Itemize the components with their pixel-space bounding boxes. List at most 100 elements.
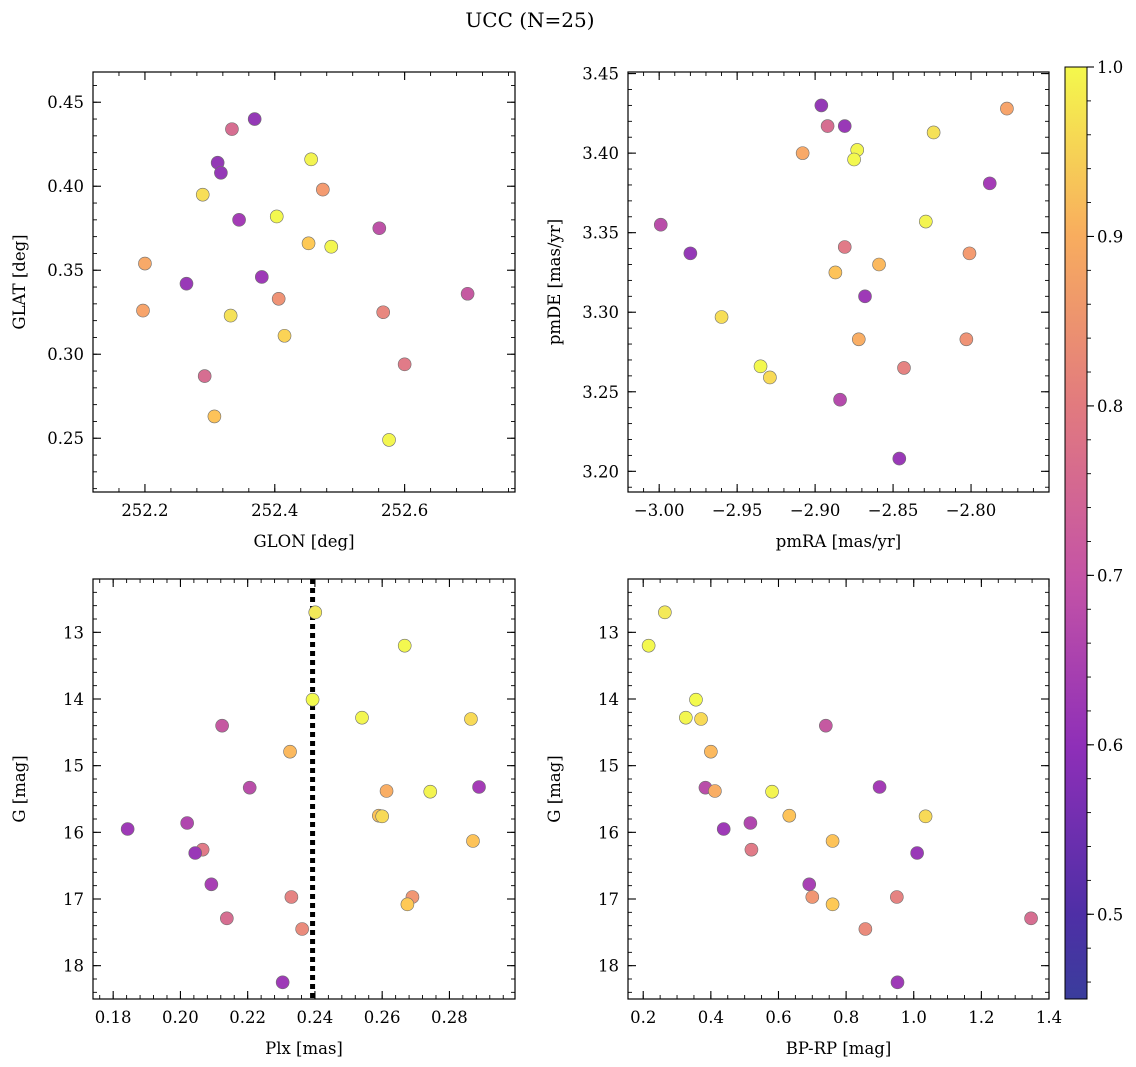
y-tick-label: 3.20	[582, 462, 619, 481]
scatter-point	[188, 846, 203, 860]
x-tick-label: 0.26	[364, 1008, 401, 1027]
scatter-point	[316, 182, 330, 197]
scatter-point	[763, 370, 777, 385]
y-axis-label: G [mag]	[10, 755, 29, 822]
scatter-point	[376, 305, 391, 320]
scatter-point	[214, 166, 228, 180]
y-tick-label: 0.30	[47, 345, 84, 364]
scatter-point	[858, 289, 872, 304]
x-tick-label: 1.0	[901, 1008, 927, 1027]
y-tick-label: 0.25	[47, 429, 84, 448]
panel-bottom-left: 0.18 0.20 0.22 0.24 0.26 0.28 13 14 15 16 17 18 Plx …	[10, 578, 516, 1058]
x-tick-label: −2.95	[712, 501, 763, 520]
scatter-point	[694, 712, 708, 726]
colorbar-gradient	[1064, 66, 1088, 1000]
scatter-point	[197, 369, 212, 383]
scatter-point	[400, 897, 415, 912]
scatter-point	[897, 361, 911, 375]
scatter-point	[301, 236, 316, 251]
scatter-point	[653, 217, 668, 232]
scatter-point	[195, 187, 210, 202]
scatter-point	[658, 605, 672, 620]
x-tick-label: −2.90	[790, 501, 841, 520]
scatter-point	[753, 359, 768, 374]
colorbar-tick-label: 1.0	[1097, 58, 1123, 77]
scatter-point	[837, 119, 852, 133]
scatter-point	[305, 692, 320, 707]
scatter-point	[355, 710, 369, 725]
scatter-point	[308, 605, 323, 620]
data-layer	[641, 605, 1038, 990]
scatter-point	[851, 332, 866, 347]
y-tick-label: 14	[598, 690, 619, 709]
x-tick-label: −3.00	[634, 501, 685, 520]
x-axis-label: Plx [mas]	[265, 1039, 343, 1058]
y-tick-label: 17	[598, 890, 619, 909]
scatter-point	[704, 744, 718, 759]
x-tick-label: 0.22	[229, 1008, 266, 1027]
scatter-point	[872, 780, 887, 794]
scatter-point	[1000, 101, 1014, 116]
scatter-point	[136, 303, 150, 318]
scatter-point	[858, 922, 873, 936]
scatter-point	[828, 265, 843, 280]
x-tick-label: 0.28	[431, 1008, 468, 1027]
y-tick-label: 15	[63, 757, 84, 776]
panels: 252.2 252.4 252.6 0.25 0.30 0.35 0.40 0.45 GLON …	[10, 65, 1062, 1058]
scatter-point	[962, 246, 977, 261]
scatter-point	[837, 240, 852, 254]
scatter-point	[372, 221, 387, 236]
scatter-point	[744, 842, 759, 857]
scatter-point	[242, 780, 257, 795]
x-tick-label: 1.4	[1036, 1008, 1062, 1027]
data-layer	[653, 98, 1014, 466]
scatter-point	[795, 146, 810, 160]
scatter-point	[782, 808, 797, 823]
scatter-point	[269, 209, 284, 224]
y-tick-label: 3.45	[582, 65, 619, 84]
scatter-point	[271, 291, 286, 306]
y-axis-label: pmDE [mas/yr]	[545, 219, 564, 345]
scatter-point	[304, 152, 318, 167]
scatter-point	[397, 357, 412, 372]
minor-ticks	[93, 578, 515, 999]
scatter-point	[765, 784, 779, 799]
colorbar-tick-label: 0.7	[1097, 566, 1123, 585]
scatter-point	[207, 409, 222, 424]
y-tick-label: 3.30	[582, 303, 619, 322]
y-tick-label: 0.35	[47, 261, 84, 280]
scatter-point	[284, 890, 299, 904]
x-tick-label: 252.6	[381, 501, 428, 520]
scatter-point	[890, 890, 904, 904]
scatter-point	[890, 975, 905, 990]
y-tick-label: 13	[63, 623, 84, 642]
y-tick-label: 15	[598, 757, 619, 776]
y-tick-label: 17	[63, 890, 84, 909]
scatter-point	[802, 877, 817, 892]
scatter-point	[1024, 911, 1038, 926]
colorbar-ticks: 0.5 0.6 0.7 0.8 0.9 1.0	[1087, 58, 1123, 983]
panel-top-left: 252.2 252.4 252.6 0.25 0.30 0.35 0.40 0.45 GLON …	[10, 71, 516, 551]
scatter-point	[892, 451, 907, 466]
scatter-point	[820, 119, 835, 133]
x-tick-label: −2.85	[868, 501, 919, 520]
y-tick-label: 3.25	[582, 383, 619, 402]
y-tick-label: 14	[63, 690, 84, 709]
scatter-point	[375, 809, 389, 824]
scatter-point	[220, 911, 234, 926]
axes-frame	[627, 578, 1050, 1000]
minor-ticks	[628, 578, 1050, 999]
scatter-point	[179, 276, 194, 291]
scatter-point	[679, 710, 693, 725]
scatter-point	[708, 784, 722, 798]
scatter-point	[225, 122, 239, 136]
y-axis-label: G [mag]	[545, 755, 564, 822]
colorbar-tick-label: 0.6	[1097, 736, 1123, 755]
axes-frame	[627, 71, 1050, 493]
minor-ticks	[92, 72, 515, 492]
x-tick-label: 252.4	[251, 501, 298, 520]
scatter-point	[232, 213, 246, 227]
colorbar: 0.5 0.6 0.7 0.8 0.9 1.0	[1064, 58, 1123, 1000]
scatter-point	[464, 712, 478, 726]
